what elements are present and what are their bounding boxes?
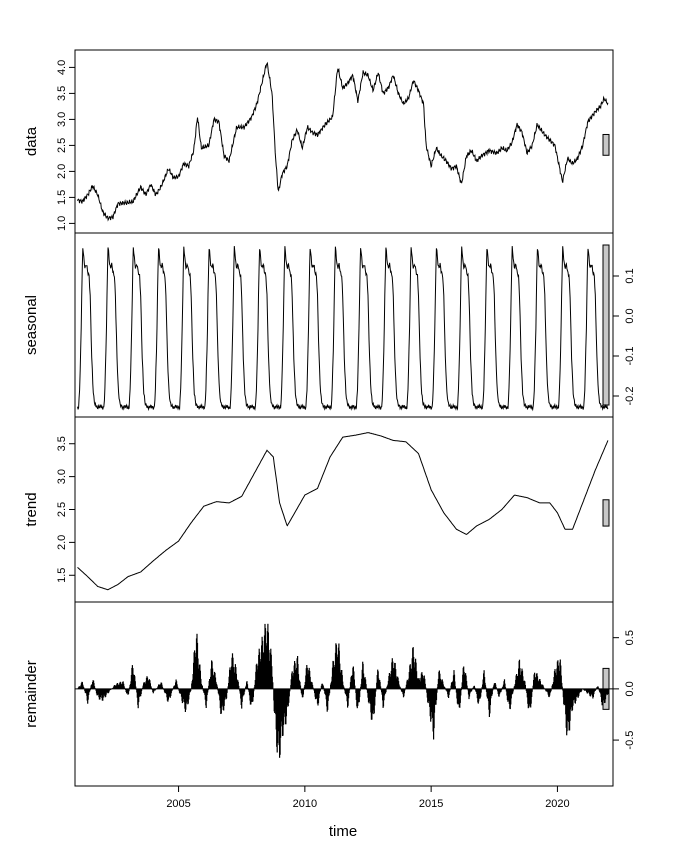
ytick-label-seasonal: -0.1	[624, 347, 636, 366]
ytick-label-trend: 3.0	[56, 469, 68, 484]
panel-trend: trend 1.5 2.0 2.5 3.0 3.5	[23, 416, 614, 603]
ytick-label-data: 3.5	[56, 86, 68, 101]
x-axis-label: time	[329, 823, 357, 840]
panel-remainder: remainder -0.5 0.0 0.5	[23, 601, 636, 787]
ylabel-seasonal: seasonal	[23, 295, 40, 355]
ytick-label-remainder: -0.5	[624, 731, 636, 750]
panel-seasonal: seasonal -0.2 -0.1 0.0 0.1	[23, 232, 636, 418]
ytick-label-trend: 2.0	[56, 535, 68, 550]
xtick-label: 2010	[293, 798, 317, 810]
xtick-label: 2005	[166, 798, 190, 810]
ylabel-data: data	[23, 126, 40, 156]
xtick-label: 2020	[545, 798, 569, 810]
ytick-label-remainder: 0.5	[624, 630, 636, 645]
ytick-label-seasonal: 0.1	[624, 268, 636, 283]
panel-frame-data	[74, 49, 614, 234]
series-line-trend	[77, 432, 609, 591]
ytick-label-data: 2.0	[56, 164, 68, 179]
ytick-label-data: 3.0	[56, 112, 68, 127]
ytick-label-seasonal: -0.2	[624, 387, 636, 406]
remainder-bars	[76, 623, 609, 758]
ytick-label-data: 4.0	[56, 60, 68, 75]
ytick-label-remainder: 0.0	[624, 681, 636, 696]
panel-frame-remainder	[74, 601, 614, 787]
ylabel-remainder: remainder	[23, 660, 40, 728]
series-line-seasonal	[77, 246, 609, 412]
ytick-label-data: 1.0	[56, 216, 68, 231]
panel-data: data 1.0 1.5 2.0 2.5 3.0 3.5 4.0	[23, 49, 614, 234]
ytick-label-trend: 1.5	[56, 568, 68, 583]
ytick-label-data: 1.5	[56, 190, 68, 205]
scale-bar-trend	[602, 499, 610, 527]
ytick-label-trend: 3.5	[56, 436, 68, 451]
scale-bar-seasonal	[602, 244, 610, 406]
ytick-label-seasonal: 0.0	[624, 308, 636, 323]
chart-panels: data 1.0 1.5 2.0 2.5 3.0 3.5 4.0 seasonal -0.2 -0.…	[23, 49, 636, 787]
ytick-label-data: 2.5	[56, 138, 68, 153]
panel-frame-trend	[74, 416, 614, 603]
series-line-data	[77, 61, 609, 222]
ytick-label-trend: 2.5	[56, 502, 68, 517]
xtick-label: 2015	[419, 798, 443, 810]
x-axis: 2005 2010 2015 2020	[166, 786, 570, 810]
scale-bar-data	[602, 133, 610, 156]
ylabel-trend: trend	[23, 492, 40, 526]
